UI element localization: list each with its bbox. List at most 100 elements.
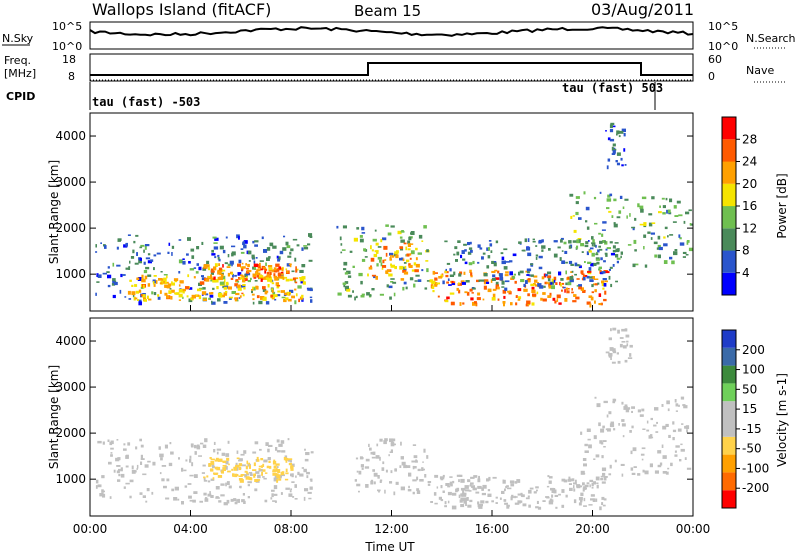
velocity-cell: [641, 408, 645, 412]
power-colorbar-swatch: [722, 139, 736, 162]
velocity-cell: [183, 469, 187, 472]
power-cell: [295, 269, 298, 273]
power-cell: [342, 282, 347, 285]
velocity-cell: [304, 458, 309, 462]
power-cell: [409, 253, 412, 256]
power-cell: [145, 257, 151, 260]
velocity-cell: [213, 449, 216, 453]
velocity-cell: [214, 472, 219, 475]
velocity-cell: [456, 474, 461, 477]
power-cell: [107, 274, 112, 279]
velocity-cell: [295, 475, 297, 478]
power-cell: [185, 286, 190, 290]
velocity-cell: [275, 447, 278, 451]
power-cell: [224, 279, 226, 283]
nsearch-tick-top: 10^5: [708, 20, 738, 33]
nave-tick-bottom: 0: [708, 70, 715, 83]
velocity-cell: [621, 423, 626, 427]
velocity-cell: [133, 470, 137, 473]
velocity-cell: [239, 479, 244, 483]
velocity-cell: [499, 497, 502, 500]
velocity-cell: [586, 428, 591, 432]
power-cell: [530, 274, 534, 277]
velocity-cell: [290, 473, 293, 477]
power-cell: [678, 214, 683, 217]
power-cell: [620, 251, 623, 255]
velocity-cell: [202, 464, 206, 467]
velocity-cell: [482, 484, 487, 489]
power-cell: [373, 253, 378, 258]
power-cell: [382, 259, 385, 264]
power-cell: [238, 278, 241, 280]
velocity-cell: [607, 428, 611, 432]
velocity-cell: [110, 454, 113, 457]
velocity-cell: [430, 501, 433, 503]
velocity-cell: [590, 498, 595, 501]
power-cell: [254, 280, 258, 282]
power-cell: [564, 289, 566, 293]
power-cell: [663, 243, 668, 247]
power-cell: [644, 264, 648, 268]
power-cell: [591, 276, 595, 279]
power-cell: [469, 269, 472, 273]
velocity-colorbar-swatch: [722, 347, 736, 366]
velocity-cell: [674, 450, 677, 453]
power-cell: [507, 290, 511, 293]
velocity-cell: [401, 461, 406, 466]
velocity-cell: [116, 439, 119, 441]
power-cell: [106, 271, 110, 273]
power-cell: [575, 296, 580, 300]
velocity-cell: [599, 440, 603, 444]
power-cell: [541, 276, 545, 280]
velocity-cell: [509, 480, 515, 484]
power-cell: [164, 281, 167, 284]
power-cell: [606, 247, 611, 250]
power-cell: [501, 280, 505, 285]
power-cell: [307, 287, 312, 291]
power-cell: [586, 275, 590, 279]
power-cell: [464, 261, 468, 265]
power-cell: [497, 286, 500, 290]
power-cell: [219, 245, 224, 250]
power-cell: [499, 277, 504, 281]
power-cell: [100, 242, 102, 244]
velocity-cell: [445, 483, 450, 486]
power-cell: [339, 236, 342, 241]
power-cell: [380, 238, 383, 243]
velocity-cell: [561, 478, 566, 482]
power-cell: [242, 278, 245, 283]
velocity-cell: [214, 459, 219, 462]
power-cell: [620, 255, 622, 259]
power-cell: [589, 279, 594, 282]
power-cell: [572, 215, 575, 217]
velocity-colorbar-swatches: [722, 330, 736, 508]
power-cell: [407, 240, 411, 245]
velocity-cell: [372, 469, 375, 472]
velocity-cell: [218, 500, 222, 503]
power-cell: [585, 241, 589, 245]
power-cell: [584, 244, 589, 248]
velocity-cell: [438, 496, 442, 500]
velocity-cell: [308, 497, 312, 500]
power-cell: [534, 283, 536, 286]
velocity-cell: [259, 448, 262, 451]
velocity-cell: [546, 485, 550, 488]
velocity-cell: [246, 472, 249, 475]
velocity-cell: [621, 401, 624, 405]
power-cell: [464, 249, 467, 252]
velocity-cell: [212, 465, 215, 469]
velocity-cell: [255, 459, 258, 462]
velocity-cell: [273, 485, 278, 490]
power-cell: [211, 301, 216, 305]
power-cell: [361, 258, 366, 262]
power-cell: [454, 246, 458, 250]
power-cell: [166, 275, 168, 279]
power-cell: [622, 206, 625, 209]
velocity-cell: [369, 447, 372, 451]
velocity-cell: [449, 476, 453, 478]
power-cell: [294, 277, 299, 280]
velocity-cell: [189, 458, 192, 463]
velocity-cell: [621, 473, 624, 477]
cpid-left-text: tau (fast) -503: [92, 95, 200, 109]
